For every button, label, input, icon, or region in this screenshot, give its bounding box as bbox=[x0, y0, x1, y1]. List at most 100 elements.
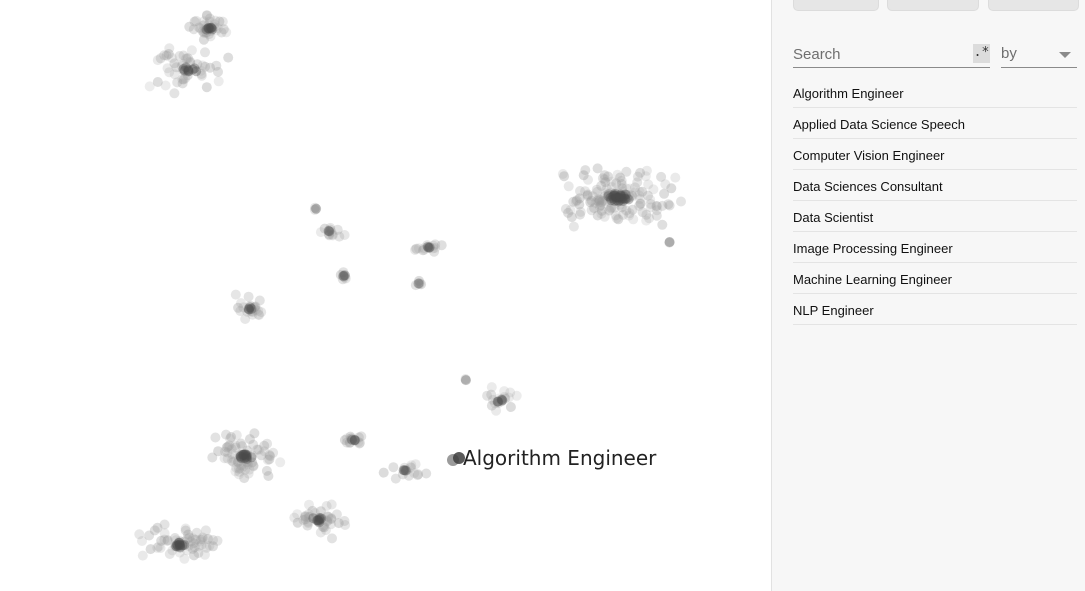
embedding-point[interactable] bbox=[247, 306, 258, 317]
embedding-point[interactable] bbox=[179, 536, 190, 547]
embedding-point[interactable] bbox=[611, 178, 622, 189]
embedding-point[interactable] bbox=[159, 50, 170, 61]
embedding-point[interactable] bbox=[188, 538, 199, 549]
embedding-point[interactable] bbox=[496, 396, 507, 407]
embedding-point[interactable] bbox=[242, 306, 253, 317]
embedding-point[interactable] bbox=[613, 193, 624, 204]
embedding-point[interactable] bbox=[326, 226, 337, 237]
embedding-point[interactable] bbox=[311, 515, 322, 526]
embedding-scatter-view[interactable]: Algorithm Engineer bbox=[0, 0, 771, 591]
embedding-point[interactable] bbox=[314, 513, 325, 523]
embedding-point[interactable] bbox=[563, 181, 574, 192]
embedding-point[interactable] bbox=[646, 202, 657, 213]
embedding-point[interactable] bbox=[400, 465, 411, 476]
embedding-point[interactable] bbox=[609, 188, 620, 199]
embedding-point[interactable] bbox=[353, 432, 364, 443]
embedding-point[interactable] bbox=[651, 205, 662, 216]
embedding-point[interactable] bbox=[191, 15, 202, 26]
embedding-point[interactable] bbox=[621, 183, 632, 194]
embedding-point[interactable] bbox=[235, 438, 246, 449]
embedding-point[interactable] bbox=[174, 547, 185, 558]
embedding-point[interactable] bbox=[241, 453, 252, 464]
embedding-point[interactable] bbox=[499, 386, 510, 397]
embedding-point[interactable] bbox=[230, 289, 241, 300]
embedding-point[interactable] bbox=[410, 280, 421, 291]
embedding-point[interactable] bbox=[657, 200, 668, 211]
embedding-point[interactable] bbox=[580, 186, 591, 197]
embedding-point[interactable] bbox=[616, 193, 627, 203]
embedding-point[interactable] bbox=[596, 208, 607, 219]
embedding-point[interactable] bbox=[488, 394, 498, 405]
embedding-point[interactable] bbox=[248, 439, 259, 450]
embedding-point[interactable] bbox=[430, 242, 441, 253]
embedding-point[interactable] bbox=[203, 19, 214, 30]
embedding-point[interactable] bbox=[405, 462, 416, 473]
embedding-point[interactable] bbox=[155, 53, 166, 64]
embedding-point[interactable] bbox=[246, 452, 257, 463]
embedding-point[interactable] bbox=[603, 189, 614, 200]
embedding-point[interactable] bbox=[206, 22, 217, 33]
embedding-point[interactable] bbox=[574, 199, 585, 210]
embedding-point[interactable] bbox=[309, 204, 320, 215]
embedding-point[interactable] bbox=[621, 205, 632, 216]
embedding-point[interactable] bbox=[603, 191, 614, 202]
embedding-point[interactable] bbox=[349, 435, 360, 446]
embedding-point[interactable] bbox=[582, 190, 593, 201]
embedding-point[interactable] bbox=[599, 170, 610, 181]
embedding-point[interactable] bbox=[233, 302, 244, 313]
embedding-point[interactable] bbox=[594, 194, 605, 205]
embedding-point[interactable] bbox=[194, 22, 204, 33]
embedding-point[interactable] bbox=[641, 209, 652, 220]
embedding-point[interactable] bbox=[200, 24, 211, 34]
embedding-point[interactable] bbox=[254, 295, 265, 306]
embedding-point[interactable] bbox=[244, 464, 255, 475]
embedding-point[interactable] bbox=[196, 534, 206, 545]
embedding-point[interactable] bbox=[460, 375, 471, 386]
embedding-point[interactable] bbox=[203, 533, 214, 544]
embedding-point[interactable] bbox=[482, 390, 493, 401]
embedding-point[interactable] bbox=[597, 195, 608, 206]
embedding-point[interactable] bbox=[187, 64, 198, 75]
embedding-point[interactable] bbox=[659, 188, 670, 199]
embedding-point[interactable] bbox=[406, 460, 417, 471]
embedding-point[interactable] bbox=[623, 189, 634, 200]
embedding-point[interactable] bbox=[613, 196, 624, 207]
embedding-point[interactable] bbox=[609, 193, 619, 204]
embedding-point[interactable] bbox=[635, 198, 646, 209]
embedding-point[interactable] bbox=[607, 193, 618, 204]
embedding-point[interactable] bbox=[503, 392, 514, 403]
embedding-point[interactable] bbox=[160, 80, 171, 91]
embedding-point[interactable] bbox=[606, 182, 617, 193]
embedding-point[interactable] bbox=[421, 468, 432, 479]
embedding-point[interactable] bbox=[186, 536, 196, 547]
embedding-point[interactable] bbox=[634, 186, 645, 197]
embedding-point[interactable] bbox=[152, 522, 163, 533]
embedding-point[interactable] bbox=[244, 304, 254, 315]
embedding-point[interactable] bbox=[622, 193, 633, 203]
embedding-point[interactable] bbox=[617, 193, 628, 204]
embedding-point[interactable] bbox=[621, 193, 632, 204]
embedding-point[interactable] bbox=[321, 501, 332, 511]
embedding-point[interactable] bbox=[245, 302, 255, 313]
embedding-point[interactable] bbox=[601, 183, 612, 194]
embedding-point[interactable] bbox=[429, 246, 440, 257]
embedding-point[interactable] bbox=[175, 540, 186, 551]
embedding-point[interactable] bbox=[237, 441, 248, 452]
embedding-point[interactable] bbox=[644, 213, 655, 224]
embedding-point[interactable] bbox=[238, 449, 249, 460]
embedding-point[interactable] bbox=[203, 22, 214, 33]
embedding-point[interactable] bbox=[216, 27, 227, 38]
embedding-point[interactable] bbox=[315, 227, 326, 238]
embedding-point[interactable] bbox=[164, 549, 175, 559]
embedding-point[interactable] bbox=[314, 514, 325, 525]
embedding-point[interactable] bbox=[585, 197, 596, 208]
embedding-point[interactable] bbox=[244, 434, 255, 445]
embedding-point[interactable] bbox=[240, 314, 251, 324]
embedding-point[interactable] bbox=[635, 194, 645, 205]
embedding-point[interactable] bbox=[302, 520, 313, 531]
embedding-point[interactable] bbox=[620, 194, 631, 205]
embedding-point[interactable] bbox=[225, 433, 236, 444]
embedding-point[interactable] bbox=[221, 27, 232, 38]
embedding-point[interactable] bbox=[195, 23, 206, 34]
embedding-point[interactable] bbox=[635, 198, 646, 209]
